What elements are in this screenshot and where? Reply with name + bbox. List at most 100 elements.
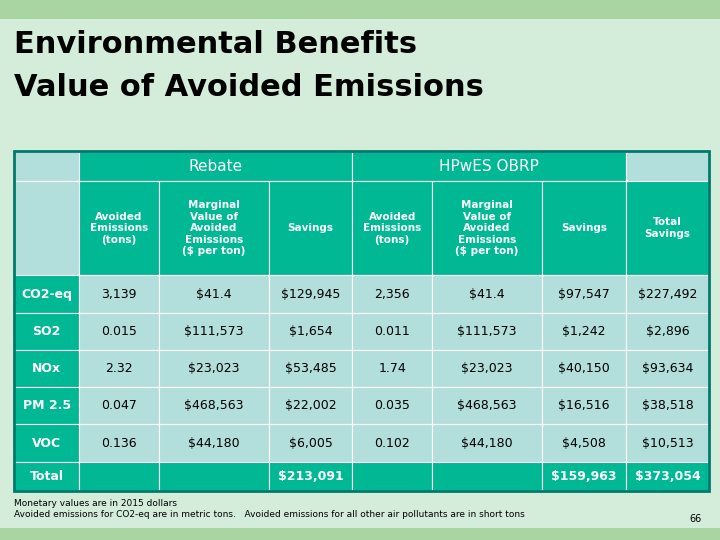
Text: 1.74: 1.74 xyxy=(378,362,406,375)
Bar xyxy=(79,387,158,424)
Bar xyxy=(352,462,432,491)
Text: Avoided
Emissions
(tons): Avoided Emissions (tons) xyxy=(363,212,421,245)
Text: $93,634: $93,634 xyxy=(642,362,693,375)
Text: 2.32: 2.32 xyxy=(105,362,132,375)
Text: $111,573: $111,573 xyxy=(457,325,517,338)
Text: 0.015: 0.015 xyxy=(101,325,137,338)
Text: CO2-eq: CO2-eq xyxy=(21,287,72,301)
Bar xyxy=(14,424,79,462)
Text: $44,180: $44,180 xyxy=(188,436,240,450)
Bar xyxy=(542,424,626,462)
Text: Avoided
Emissions
(tons): Avoided Emissions (tons) xyxy=(90,212,148,245)
Bar xyxy=(14,350,79,387)
Text: 0.047: 0.047 xyxy=(101,399,137,413)
Text: $41.4: $41.4 xyxy=(196,287,232,301)
Text: $10,513: $10,513 xyxy=(642,436,693,450)
Text: $23,023: $23,023 xyxy=(462,362,513,375)
Bar xyxy=(79,275,158,313)
Bar xyxy=(542,275,626,313)
Bar xyxy=(432,313,542,350)
Bar xyxy=(14,151,709,491)
Text: $38,518: $38,518 xyxy=(642,399,693,413)
Text: $97,547: $97,547 xyxy=(558,287,610,301)
Bar xyxy=(269,275,352,313)
Text: $468,563: $468,563 xyxy=(457,399,517,413)
Bar xyxy=(626,151,709,181)
Bar xyxy=(269,181,352,275)
Text: NOx: NOx xyxy=(32,362,61,375)
Text: Total: Total xyxy=(30,470,63,483)
Bar xyxy=(14,151,79,181)
Text: $16,516: $16,516 xyxy=(558,399,610,413)
Text: Value of Avoided Emissions: Value of Avoided Emissions xyxy=(14,73,485,102)
Bar xyxy=(14,387,79,424)
Text: 0.035: 0.035 xyxy=(374,399,410,413)
Bar xyxy=(542,181,626,275)
Bar xyxy=(158,181,269,275)
Text: 66: 66 xyxy=(690,514,702,524)
Text: Avoided emissions for CO2-eq are in metric tons.   Avoided emissions for all oth: Avoided emissions for CO2-eq are in metr… xyxy=(14,510,525,519)
Bar xyxy=(0,528,720,540)
Bar xyxy=(79,181,158,275)
Bar xyxy=(79,313,158,350)
Text: $23,023: $23,023 xyxy=(188,362,240,375)
Bar xyxy=(158,275,269,313)
Text: $159,963: $159,963 xyxy=(551,470,616,483)
Bar xyxy=(432,181,542,275)
Text: SO2: SO2 xyxy=(32,325,61,338)
Text: 0.102: 0.102 xyxy=(374,436,410,450)
Text: $213,091: $213,091 xyxy=(278,470,343,483)
Text: 3,139: 3,139 xyxy=(101,287,137,301)
Bar xyxy=(542,350,626,387)
Bar xyxy=(432,387,542,424)
Bar xyxy=(352,424,432,462)
Text: Monetary values are in 2015 dollars: Monetary values are in 2015 dollars xyxy=(14,500,177,509)
Text: VOC: VOC xyxy=(32,436,61,450)
Text: $2,896: $2,896 xyxy=(646,325,689,338)
Text: Marginal
Value of
Avoided
Emissions
($ per ton): Marginal Value of Avoided Emissions ($ p… xyxy=(456,200,519,256)
Bar xyxy=(352,313,432,350)
Bar xyxy=(269,424,352,462)
Text: $373,054: $373,054 xyxy=(634,470,701,483)
Bar xyxy=(158,387,269,424)
Bar xyxy=(269,313,352,350)
Bar xyxy=(352,275,432,313)
Bar xyxy=(14,462,79,491)
Text: 0.011: 0.011 xyxy=(374,325,410,338)
Bar xyxy=(158,462,269,491)
Bar xyxy=(626,313,709,350)
Bar xyxy=(432,462,542,491)
Bar xyxy=(626,350,709,387)
Text: Total
Savings: Total Savings xyxy=(644,217,690,239)
Bar xyxy=(269,462,352,491)
Bar xyxy=(14,313,79,350)
Bar xyxy=(626,387,709,424)
Bar xyxy=(14,181,79,275)
Text: 0.136: 0.136 xyxy=(101,436,137,450)
Bar xyxy=(352,181,432,275)
Text: Marginal
Value of
Avoided
Emissions
($ per ton): Marginal Value of Avoided Emissions ($ p… xyxy=(182,200,246,256)
Bar xyxy=(626,424,709,462)
Bar xyxy=(542,313,626,350)
Text: Environmental Benefits: Environmental Benefits xyxy=(14,30,418,59)
Bar xyxy=(14,275,79,313)
Bar xyxy=(432,275,542,313)
Text: $1,654: $1,654 xyxy=(289,325,333,338)
Text: $1,242: $1,242 xyxy=(562,325,606,338)
Bar xyxy=(158,350,269,387)
Bar xyxy=(432,424,542,462)
Text: $40,150: $40,150 xyxy=(558,362,610,375)
Bar xyxy=(352,350,432,387)
Bar xyxy=(158,424,269,462)
Bar xyxy=(352,387,432,424)
Bar xyxy=(79,151,352,181)
Text: PM 2.5: PM 2.5 xyxy=(22,399,71,413)
Text: $111,573: $111,573 xyxy=(184,325,243,338)
Text: 2,356: 2,356 xyxy=(374,287,410,301)
Bar xyxy=(269,387,352,424)
Bar xyxy=(542,387,626,424)
Bar xyxy=(0,0,720,19)
Text: $468,563: $468,563 xyxy=(184,399,243,413)
Bar xyxy=(79,424,158,462)
Bar xyxy=(79,350,158,387)
